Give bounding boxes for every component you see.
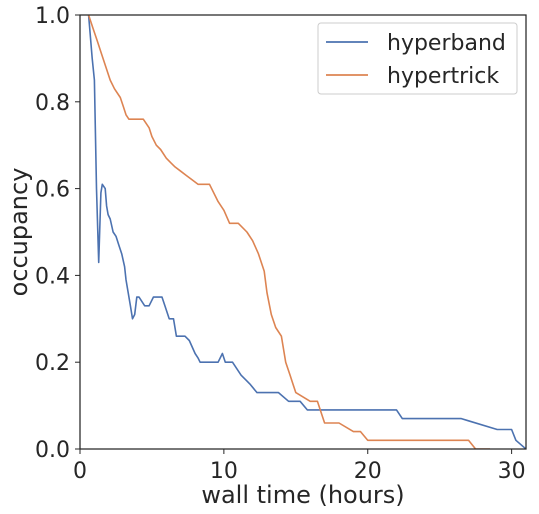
- legend-label-hyperband: hyperband: [387, 31, 506, 56]
- y-axis-label: occupancy: [5, 168, 33, 297]
- y-tick-label: 0.2: [35, 351, 70, 376]
- x-tick-label: 10: [210, 459, 238, 484]
- y-tick-label: 0.4: [35, 264, 70, 289]
- x-ticks: 0 10 20 30: [73, 449, 526, 484]
- series-line-hypertrick: [87, 14, 490, 449]
- y-tick-label: 0.6: [35, 178, 70, 203]
- x-axis-label: wall time (hours): [201, 481, 404, 509]
- plot-frame: [79, 14, 527, 450]
- legend-label-hypertrick: hypertrick: [387, 64, 499, 89]
- x-tick-label: 30: [498, 459, 526, 484]
- legend-box: [317, 22, 518, 95]
- y-tick-label: 1.0: [35, 4, 70, 29]
- x-tick-label: 20: [354, 459, 382, 484]
- lines-layer: [87, 14, 526, 449]
- y-tick-label: 0.0: [35, 438, 70, 463]
- legend: hyperband hypertrick: [317, 22, 518, 95]
- y-tick-label: 0.8: [35, 91, 70, 116]
- y-ticks: 0.0 0.2 0.4 0.6 0.8 1.0: [35, 4, 80, 463]
- x-tick-label: 0: [73, 459, 87, 484]
